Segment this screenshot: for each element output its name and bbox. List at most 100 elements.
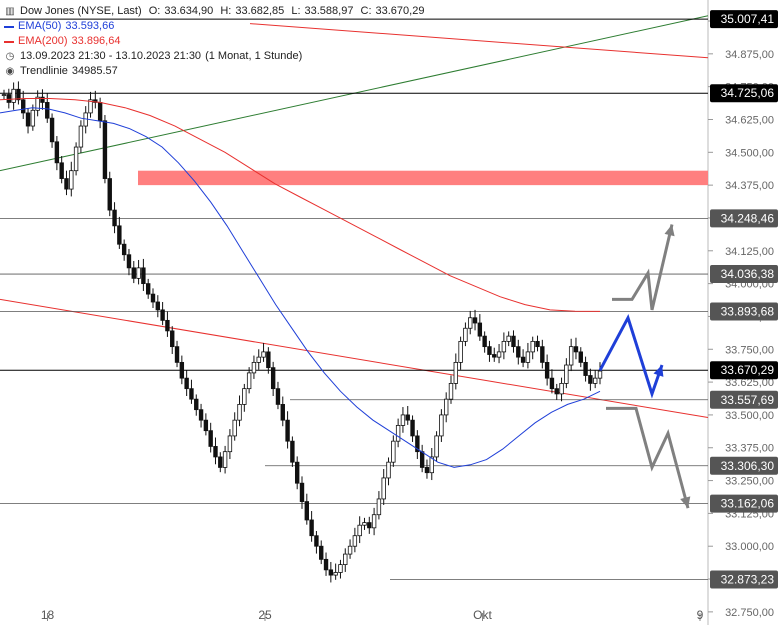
candle-body [314, 535, 319, 547]
ema200-name: EMA(200) [18, 35, 68, 47]
candle [530, 336, 535, 360]
candle-body [174, 346, 180, 363]
candle [333, 563, 338, 580]
candle [16, 81, 21, 105]
level-label-text: 33.670,29 [721, 363, 775, 377]
candle [25, 108, 31, 134]
candle [213, 437, 218, 465]
candle-body [395, 425, 401, 442]
level-lines [0, 18, 708, 580]
candle-body [150, 293, 156, 303]
level-label: 33.557,69 [710, 390, 778, 409]
candle-body [165, 319, 170, 332]
candle [357, 516, 362, 544]
candle [573, 337, 579, 360]
candle-body [343, 553, 348, 566]
candle [415, 430, 420, 460]
candle [362, 517, 367, 530]
candle-body [45, 102, 50, 119]
trendline-value: 34985.57 [71, 65, 118, 77]
candle-body [597, 370, 603, 379]
candle [222, 445, 228, 474]
candle [381, 469, 386, 505]
candle-body [516, 346, 521, 358]
candle [165, 311, 170, 337]
candle-body [35, 96, 40, 111]
scenario-path [598, 313, 664, 399]
level-label: 34.248,46 [710, 209, 778, 228]
candle-body [194, 398, 199, 411]
candle [511, 330, 516, 353]
candle [126, 248, 132, 276]
candle [535, 335, 540, 352]
candle-body [246, 372, 252, 390]
y-tick-label: 34.375,00 [725, 180, 774, 192]
high-value: 33.682,85 [235, 5, 285, 17]
x-tick-label: Okt [473, 608, 492, 622]
candle [482, 331, 487, 353]
candle [280, 396, 285, 427]
candle-body [424, 467, 430, 474]
level-label-box [710, 456, 778, 475]
candle [251, 355, 257, 379]
candle-body [472, 317, 478, 324]
candle-body [573, 346, 579, 353]
candle [136, 259, 141, 285]
candle [583, 356, 588, 382]
candle [487, 340, 492, 362]
level-label-text: 33.893,68 [721, 305, 775, 319]
candle-body [405, 414, 410, 421]
candle-body [468, 317, 473, 329]
candle-body [136, 267, 141, 279]
candle-body [117, 225, 122, 245]
level-labels: 35.007,41 34.725,06 34.248,46 34.036,38 33.8… [710, 10, 778, 589]
candle-body [429, 456, 434, 474]
y-tick-label: 33.375,00 [725, 443, 774, 455]
candle-body [97, 102, 103, 122]
legend-instrument: ▥ Dow Jones (NYSE, Last) O: 33.634,90 H: 3… [5, 5, 425, 17]
candle-body [328, 569, 334, 576]
candle [443, 392, 449, 423]
level-label-box [710, 390, 778, 409]
candle [597, 362, 603, 385]
candle-body [544, 361, 550, 379]
candle-body [49, 117, 55, 143]
candle [275, 381, 281, 410]
candle [405, 405, 410, 425]
candle-body [222, 451, 228, 468]
candle [338, 559, 343, 579]
candle [266, 347, 271, 374]
level-label-box [710, 361, 778, 380]
level-label-text: 34.248,46 [721, 211, 775, 225]
candle [309, 511, 314, 542]
candle-body [179, 361, 185, 379]
candle-body [299, 482, 305, 502]
legend-period: ◷ 13.09.2023 21:30 - 13.10.2023 21:30 (1… [4, 49, 424, 64]
candle-body [357, 524, 362, 537]
candle-body [213, 446, 218, 458]
candle-body [11, 88, 16, 103]
candle-body [530, 340, 535, 353]
candle-body [40, 96, 45, 103]
y-axis: 35.000,0034.875,0034.750,0034.625,0034.5… [707, 0, 774, 625]
candle [261, 342, 266, 362]
candle [208, 422, 213, 453]
candle [367, 516, 372, 534]
candle [179, 355, 185, 385]
candle-body [338, 564, 343, 573]
candle [256, 349, 261, 370]
x-axis: 18 25 Okt 9 [41, 608, 704, 622]
level-label: 33.670,29 [710, 361, 778, 380]
candle-body [198, 409, 204, 421]
scenario-arrowhead [653, 365, 664, 377]
level-label: 35.007,41 [710, 10, 778, 29]
candle-body [434, 435, 439, 458]
candle [554, 383, 559, 400]
candle-body [386, 461, 391, 479]
ema50-value: 33.593,66 [65, 20, 115, 32]
candle [314, 530, 319, 554]
candle [472, 309, 478, 331]
candle [525, 342, 531, 369]
candle [227, 429, 233, 460]
